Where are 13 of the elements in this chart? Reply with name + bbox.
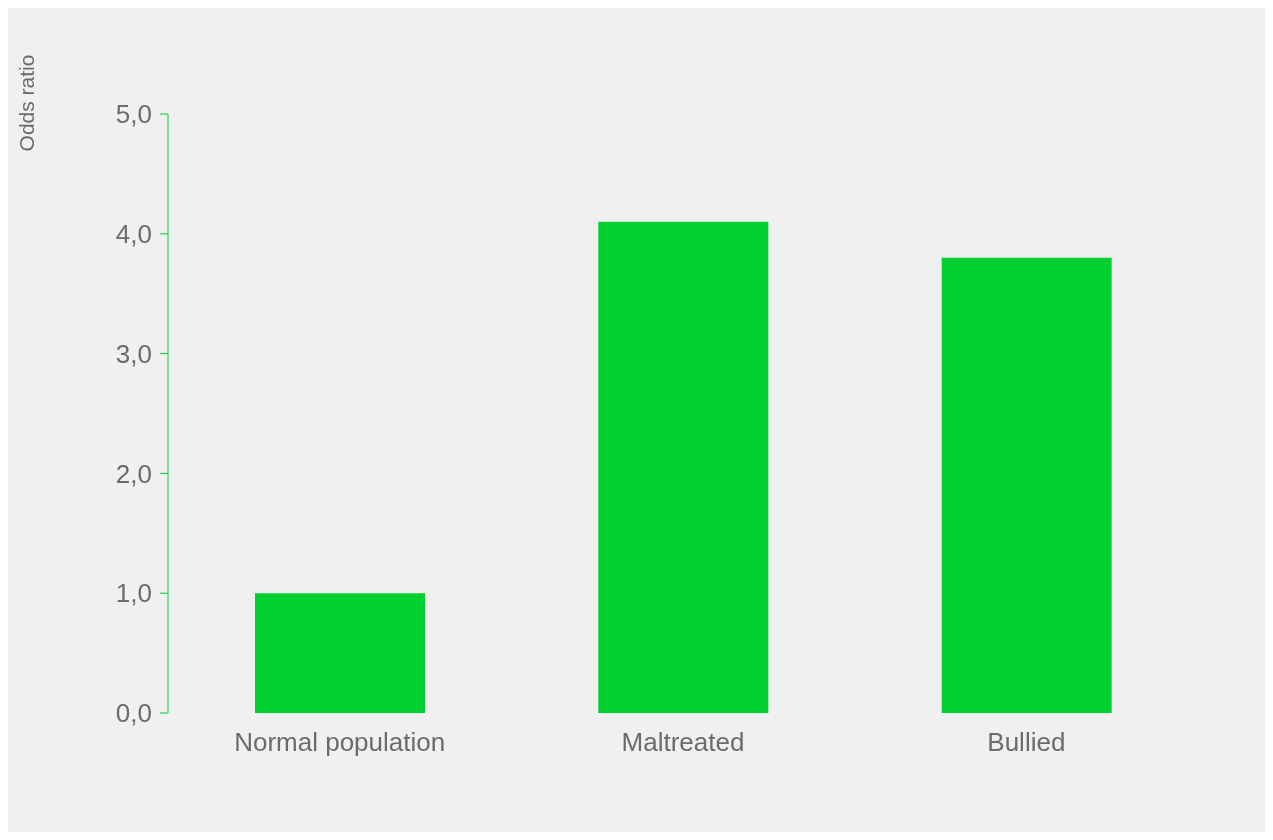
bar [941,257,1112,713]
y-tick-label: 0,0 [115,698,152,729]
x-tick-label: Normal population [234,727,446,758]
y-tick-label: 5,0 [115,99,152,130]
y-tick-label: 3,0 [115,338,152,369]
bar [255,593,425,713]
y-tick-label: 2,0 [115,458,152,489]
x-tick-label: Bullied [987,727,1066,758]
y-tick-label: 4,0 [115,219,152,250]
bar [598,221,769,713]
x-tick-label: Maltreated [621,727,745,758]
y-tick-label: 1,0 [115,578,152,609]
y-axis-title: Odds ratio [15,54,38,152]
